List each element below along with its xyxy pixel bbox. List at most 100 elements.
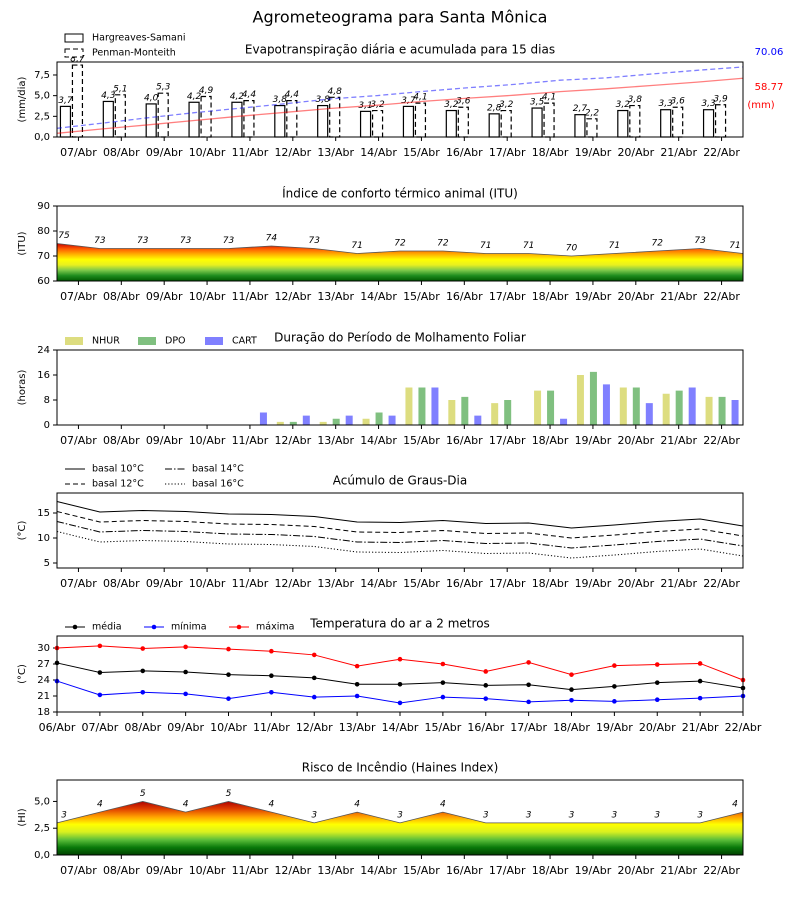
bar [560, 418, 568, 425]
bar [688, 387, 696, 425]
point-marker [354, 663, 360, 669]
y-tick-label: 18 [37, 707, 50, 718]
point-value-label: 71 [609, 241, 620, 251]
y-tick-label: 5,0 [34, 91, 50, 102]
y-tick-label: 60 [37, 276, 50, 287]
x-tick-label: 18/Abr [532, 146, 569, 159]
point-marker [697, 661, 703, 666]
series-line [56, 511, 744, 539]
panel: Índice de conforto térmico animal (ITU) (… [17, 186, 744, 303]
bar [319, 421, 327, 425]
plot-frame [56, 635, 744, 713]
x-tick-label: 18/Abr [532, 864, 569, 877]
x-tick-label: 22/Abr [703, 290, 740, 303]
bar-value-label: 4,1 [413, 93, 427, 103]
series-line [56, 645, 744, 681]
bar-value-label: 4,1 [542, 93, 556, 103]
x-tick-label: 16/Abr [446, 434, 483, 447]
x-tick-label: 21/Abr [660, 146, 697, 159]
point-value-label: 3 [397, 810, 403, 820]
x-tick-label: 21/Abr [660, 290, 697, 303]
bar [157, 92, 169, 138]
x-tick-label: 17/Abr [510, 721, 547, 734]
point-value-label: 4 [732, 800, 738, 810]
point-marker [226, 672, 231, 677]
bar-value-label: 4,4 [285, 90, 300, 100]
bar [71, 64, 84, 138]
point-marker [397, 656, 403, 662]
point-marker [526, 660, 531, 665]
bar-value-label: 2,8 [487, 103, 502, 113]
point-marker [654, 697, 660, 703]
x-tick-label: 09/Abr [146, 290, 183, 303]
point-marker [183, 669, 188, 675]
bar [402, 105, 415, 138]
y-axis-label: (mm/dia) [17, 76, 28, 122]
bar [718, 396, 726, 425]
y-tick-label: 8 [44, 395, 50, 406]
x-tick-label: 15/Abr [403, 146, 440, 159]
y-tick-label: 2,5 [34, 823, 50, 834]
point-marker [140, 689, 146, 695]
x-tick-label: 16/Abr [446, 290, 483, 303]
bar-value-label: 4,8 [328, 87, 343, 97]
bar-value-label: 5,1 [113, 84, 127, 94]
bar-value-label: 4,2 [187, 92, 202, 102]
bar [672, 106, 684, 138]
point-marker [440, 661, 446, 667]
legend-marker [236, 624, 242, 630]
x-tick-label: 20/Abr [617, 864, 654, 877]
plot-area: 3 4 5 4 5 4 3 4 3 4 3 3 3 3 3 3 4 [56, 789, 744, 855]
y-tick-label: 90 [37, 201, 50, 212]
legend-label: média [92, 622, 122, 633]
bar [488, 113, 500, 138]
plot-area: 3,7 4,3 4,0 4,2 4,2 3,8 3,83,1 3,7 3,2 2,83,52,7 3… [56, 55, 744, 138]
point-marker [483, 696, 489, 701]
point-value-label: 73 [223, 236, 235, 246]
bar [317, 104, 329, 138]
y-tick-label: 27 [37, 659, 50, 670]
x-tick-label: 14/Abr [360, 290, 397, 303]
bar-value-label: 3,9 [713, 94, 728, 104]
point-value-label: 3 [569, 810, 575, 820]
point-marker [311, 675, 317, 681]
point-marker [440, 694, 446, 700]
bar [645, 403, 653, 425]
bar-value-label: 3,2 [444, 100, 459, 110]
point-marker [440, 680, 446, 685]
bar [731, 400, 739, 425]
legend-swatch [64, 33, 84, 43]
point-value-label: 74 [266, 234, 278, 244]
bar [531, 107, 543, 138]
plot-frame [56, 205, 744, 282]
x-tick-label: 10/Abr [210, 721, 247, 734]
legend-label: basal 10°C [92, 464, 144, 475]
bar [547, 390, 555, 425]
x-tick-label: 19/Abr [596, 721, 633, 734]
x-tick-label: 15/Abr [403, 864, 440, 877]
bar [200, 95, 212, 138]
point-value-label: 72 [652, 239, 664, 249]
bar [276, 421, 284, 425]
point-marker [140, 646, 146, 651]
x-tick-label: 17/Abr [489, 577, 526, 590]
bar [362, 418, 370, 425]
bar-value-label: 4,4 [242, 90, 257, 100]
x-tick-label: 21/Abr [660, 864, 697, 877]
x-tick-label: 11/Abr [232, 577, 269, 590]
point-value-label: 71 [523, 241, 534, 251]
point-marker [97, 643, 103, 649]
y-tick-label: 30 [37, 643, 50, 654]
point-marker [354, 693, 360, 699]
point-value-label: 71 [351, 241, 362, 251]
x-tick-label: 14/Abr [360, 146, 397, 159]
legend-label: DPO [165, 336, 186, 347]
point-marker [311, 652, 317, 658]
bar-value-label: 3,3 [659, 99, 674, 109]
x-tick-label: 09/Abr [146, 434, 183, 447]
bar-value-label: 3,7 [401, 96, 416, 106]
x-tick-label: 18/Abr [532, 434, 569, 447]
bar [145, 103, 157, 138]
bar-value-label: 3,2 [499, 100, 514, 110]
